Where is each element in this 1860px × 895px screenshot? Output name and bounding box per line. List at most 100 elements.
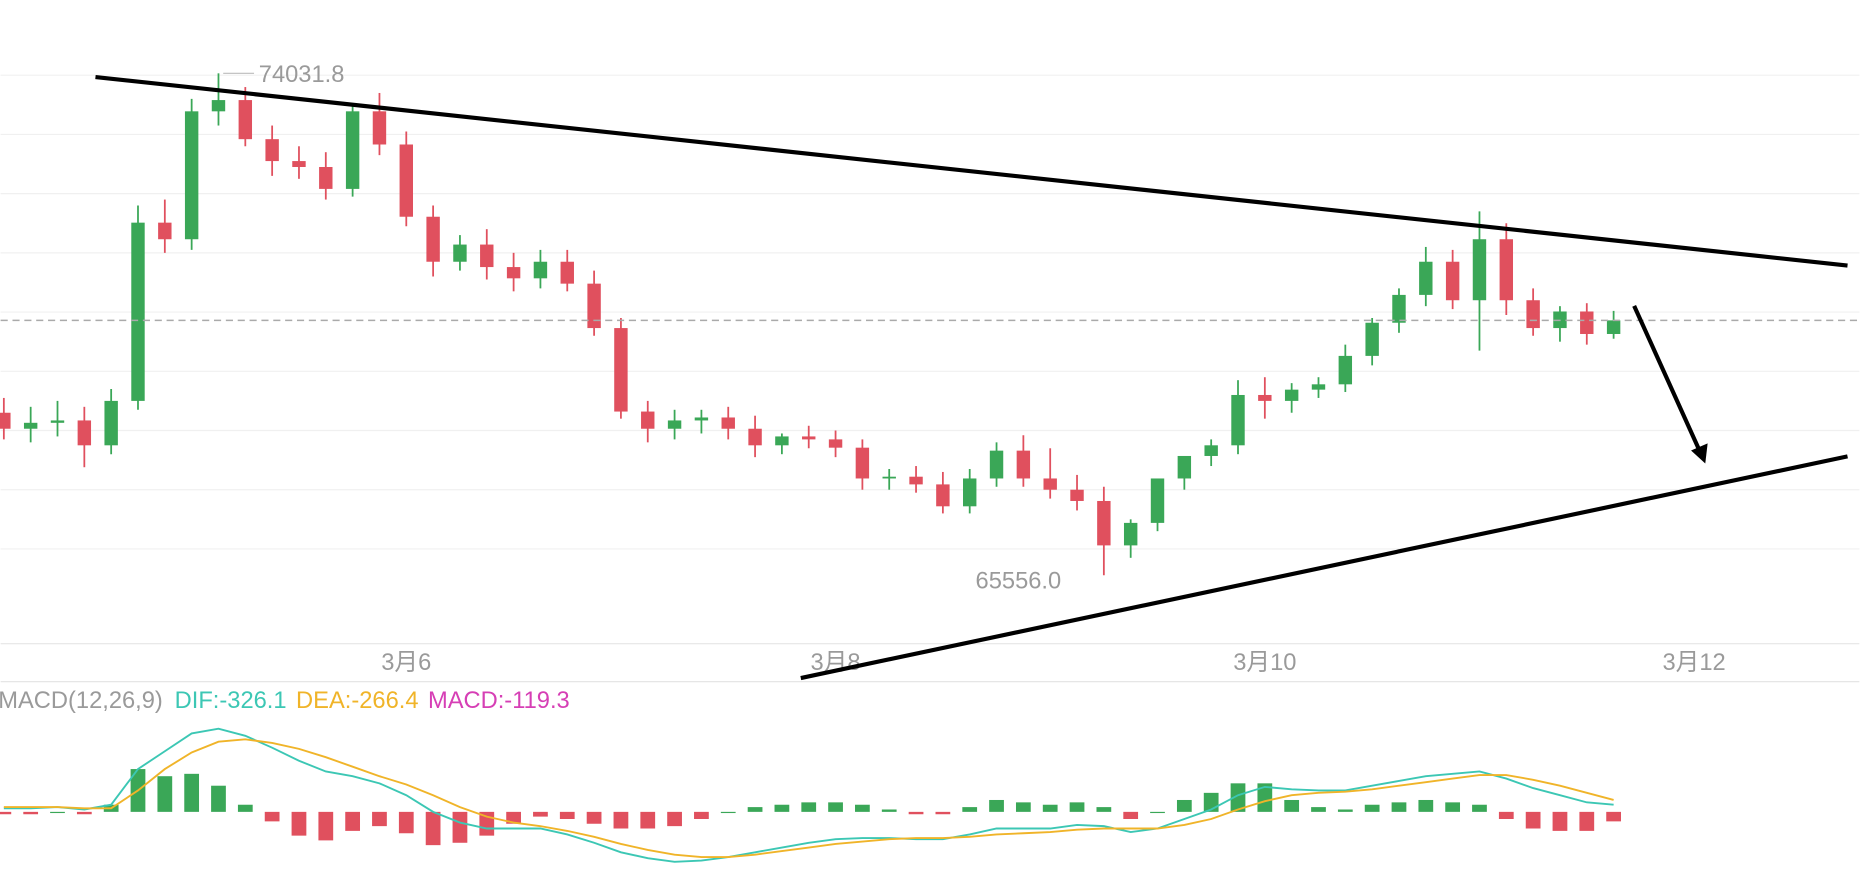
legend-entry: DEA:-266.4 [296, 688, 418, 714]
macd-title: MACD(12,26,9) [0, 688, 163, 714]
candle-body [1177, 455, 1192, 479]
macd-bar [613, 811, 629, 829]
candle-body [1231, 394, 1245, 446]
candle-body [506, 267, 521, 279]
candle-body [587, 283, 601, 329]
candle-body [721, 417, 735, 429]
candle-body [1284, 389, 1299, 401]
macd-bar [1606, 811, 1621, 822]
macd-bar [398, 811, 414, 834]
candle-body [1365, 322, 1379, 356]
candle-body [399, 144, 413, 217]
macd-bar [1525, 811, 1541, 829]
macd-line [3, 727, 1614, 863]
low-annotation: 65556.0 [976, 569, 1062, 595]
candle-body [238, 100, 253, 140]
x-tick-label: 3月6 [381, 650, 431, 676]
candle-body [480, 244, 494, 268]
candle-body [882, 476, 896, 479]
candle-body [0, 412, 11, 429]
macd-line [3, 738, 1614, 858]
arrow [1632, 304, 1703, 454]
candle-body [1580, 311, 1594, 334]
macd-bar [23, 811, 39, 815]
candle-body [77, 420, 92, 446]
candle-body [345, 111, 360, 189]
candle-body [1258, 394, 1272, 401]
candle-body [641, 411, 655, 429]
macd-bar [211, 785, 226, 812]
macd-bar [1364, 804, 1380, 812]
macd-bar [506, 811, 521, 824]
candle-body [828, 439, 843, 448]
macd-bar [425, 811, 441, 846]
drawings [95, 74, 1848, 681]
candle-body [426, 216, 440, 262]
macd-bar [1418, 799, 1434, 812]
candle-body [748, 428, 762, 446]
candle-body [855, 447, 870, 479]
macd-bar [962, 807, 978, 812]
legend-entry: MACD:-119.3 [428, 688, 570, 714]
macd-bar [667, 811, 682, 827]
candle-body [50, 420, 65, 423]
macd-bar [855, 804, 870, 812]
candle-body [1311, 384, 1326, 390]
candle-body [533, 261, 548, 279]
arrow-head [1691, 443, 1708, 464]
macd-bar [1230, 783, 1246, 812]
macd-bar [1391, 802, 1407, 812]
candle-body [1606, 320, 1621, 334]
macd-bar [1552, 811, 1568, 831]
candle-body [1070, 489, 1084, 501]
macd-bar [157, 776, 173, 812]
candle-body [319, 166, 333, 189]
macd-bar [1337, 809, 1353, 812]
macd-bar [1176, 799, 1192, 812]
macd-bar [774, 804, 790, 812]
candle-body [131, 222, 145, 401]
macd-bar [345, 811, 361, 831]
candle-body [1043, 478, 1057, 490]
candle-body [1499, 239, 1514, 301]
macd-bar [747, 807, 763, 812]
candle-body [1123, 522, 1138, 546]
candle-body [989, 450, 1004, 479]
macd-bar [989, 799, 1004, 812]
trend-line [95, 74, 1848, 268]
macd-bar [1284, 799, 1300, 812]
macd-bar [559, 811, 575, 819]
macd-bar [935, 811, 951, 815]
candle-body [211, 100, 226, 112]
candle-body [909, 476, 923, 485]
candle-body [614, 328, 628, 412]
candle-body [1526, 300, 1540, 329]
candle-body [1392, 294, 1406, 323]
macd-bar [908, 811, 924, 815]
macd-bar [318, 811, 334, 841]
macd-bar [1257, 783, 1273, 812]
macd-bar [76, 811, 92, 815]
legend-entry: DIF:-326.1 [175, 688, 287, 714]
candle-body [23, 422, 38, 429]
candle-body [1097, 500, 1111, 546]
macd-bar [264, 811, 280, 822]
macd-bar [1150, 811, 1165, 814]
candle-body [265, 139, 279, 162]
candle-body [1472, 239, 1487, 301]
macd-bar [291, 811, 307, 836]
macd-bar [1015, 802, 1031, 812]
candle-body [667, 420, 682, 429]
candle-body [184, 111, 199, 240]
candle-body [936, 484, 950, 507]
macd-bar [640, 811, 656, 829]
macd-bar [1445, 802, 1461, 812]
macd-bar [372, 811, 387, 827]
macd-panel: MACD(12,26,9) DIF:-326.1 DEA:-266.4 MACD:-1… [0, 688, 1621, 863]
candle-body [694, 417, 709, 421]
high-annotation: 74031.8 [259, 62, 345, 88]
macd-bar [1042, 804, 1058, 812]
macd-bar [1472, 804, 1487, 812]
candle-body [1419, 261, 1433, 295]
